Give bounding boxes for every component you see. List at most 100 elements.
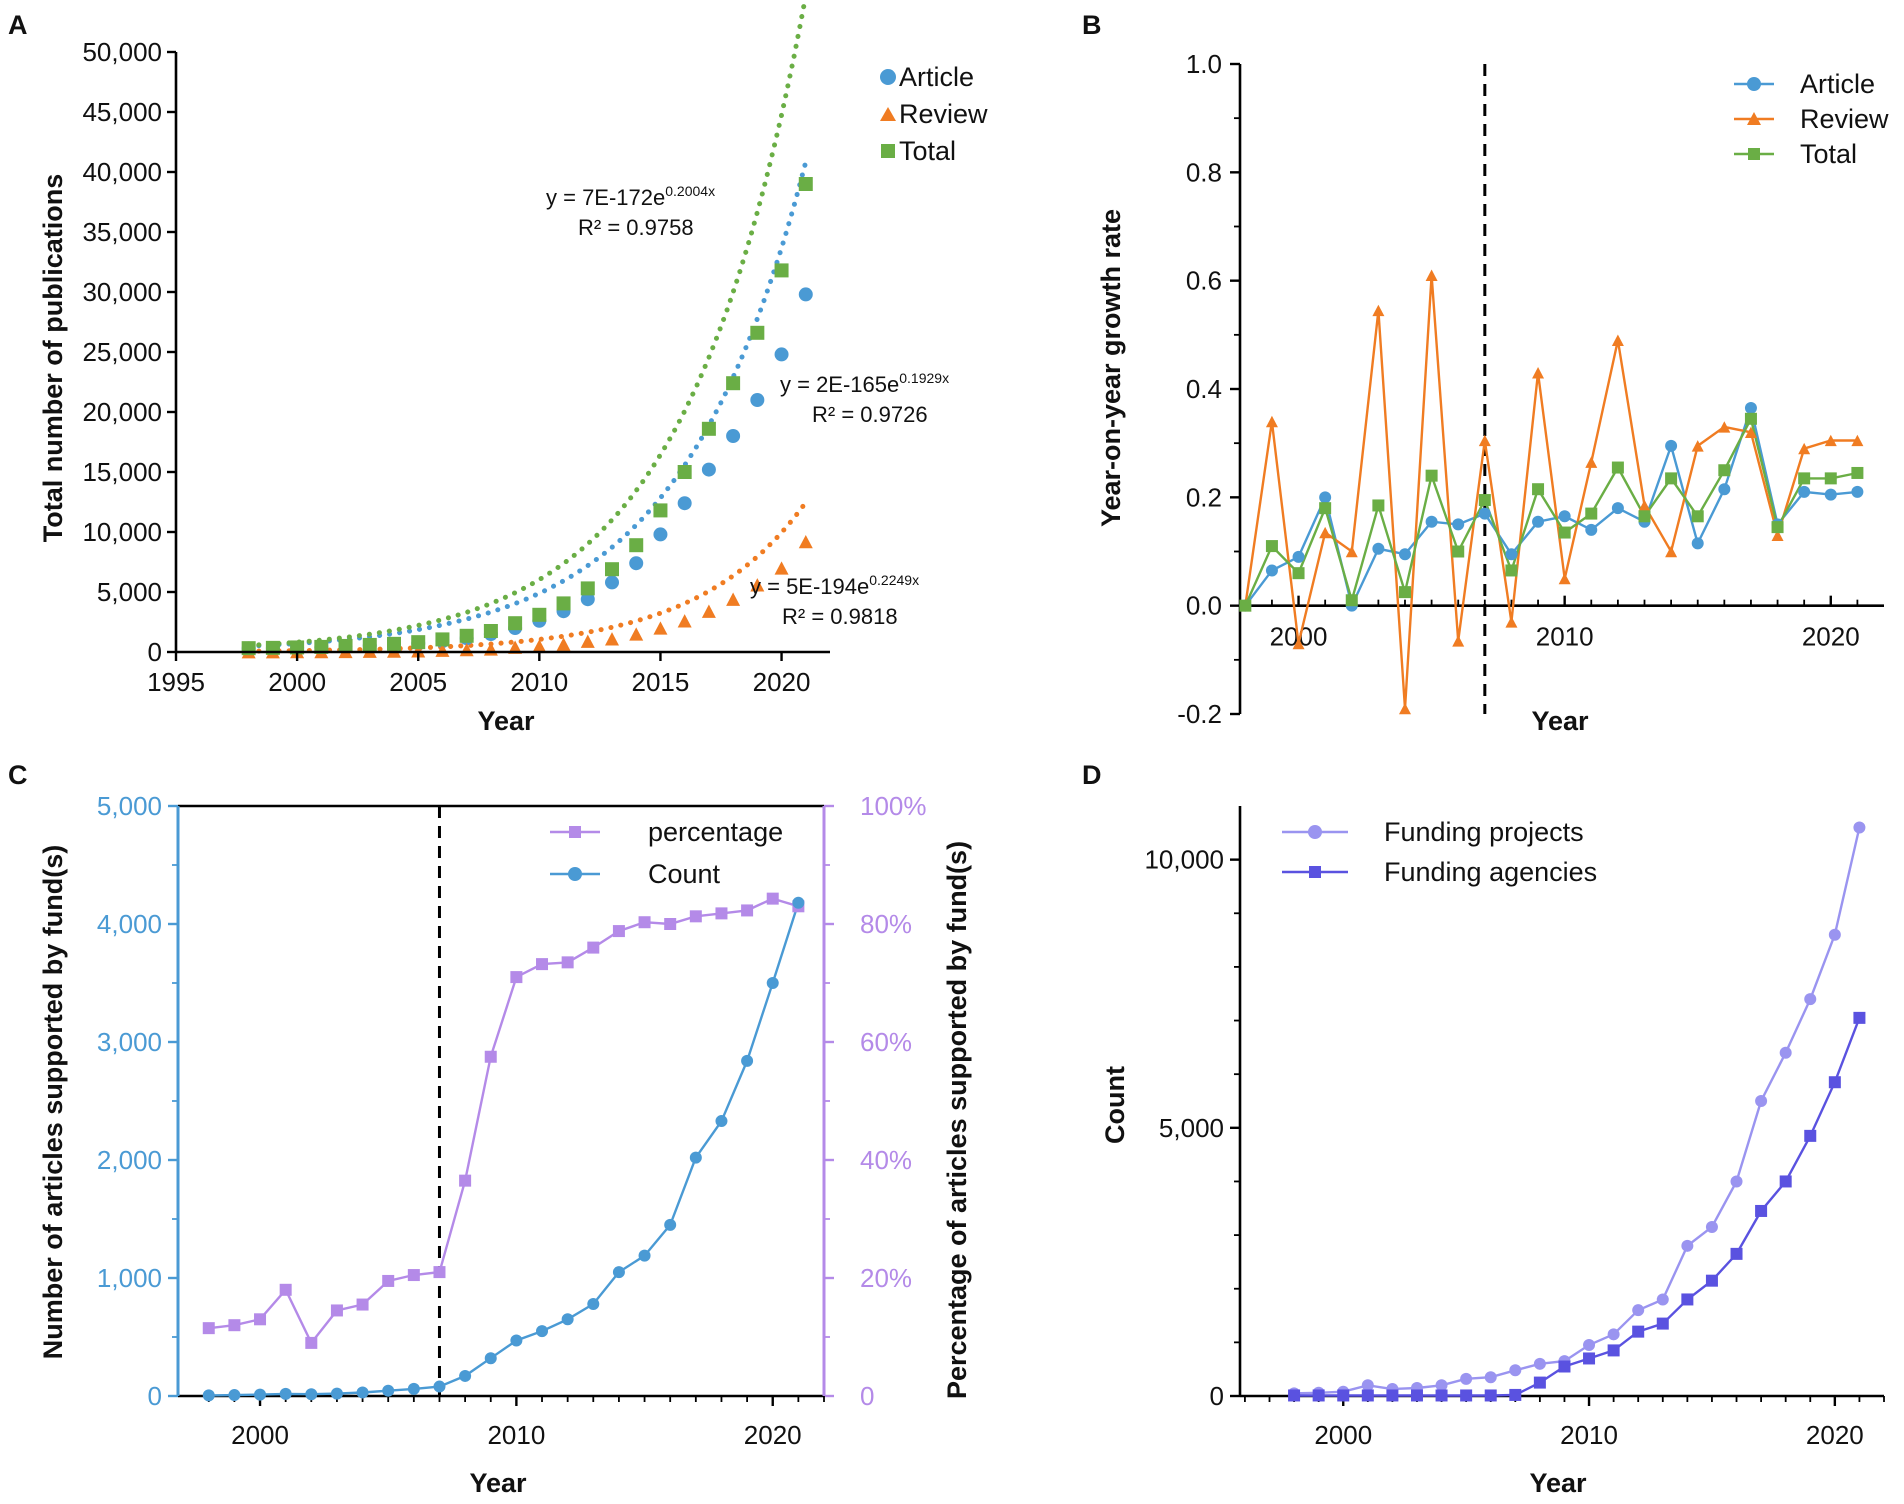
data-point-percentage — [715, 907, 728, 920]
data-point-article — [1558, 510, 1571, 523]
data-point-total — [1505, 564, 1518, 577]
trend-equation-article: y = 2E-165e0.1929x R² = 0.9726 — [780, 370, 949, 427]
data-point-total — [362, 637, 377, 652]
x-tick-label: 2020 — [753, 667, 811, 697]
data-point-total — [677, 465, 692, 479]
data-point-percentage — [561, 956, 574, 969]
y-tick-label: 0.8 — [1186, 157, 1222, 187]
data-point-count — [587, 1297, 600, 1310]
data-point-total — [1611, 461, 1624, 474]
series-line-article — [1244, 403, 1858, 610]
data-point-count — [459, 1369, 472, 1382]
data-point-funding-projects — [1656, 1293, 1669, 1306]
data-point-total — [629, 538, 644, 553]
data-point-count — [305, 1388, 318, 1401]
data-point-total — [1452, 545, 1465, 558]
panel-a-legend: Article Review Total — [880, 62, 988, 166]
legend-marker-count — [568, 867, 582, 881]
trend-r2-article: R² = 0.9726 — [812, 402, 928, 427]
data-point-review — [1771, 529, 1784, 541]
data-point-count — [536, 1325, 549, 1338]
legend-label-funding-agencies: Funding agencies — [1384, 857, 1597, 887]
data-point-total — [1638, 510, 1651, 523]
data-point-total — [387, 636, 401, 651]
data-point-funding-agencies — [1361, 1389, 1374, 1402]
data-point-funding-agencies — [1435, 1389, 1448, 1402]
y-tick-label: 20,000 — [82, 397, 162, 427]
data-point-review — [508, 640, 523, 654]
data-point-percentage — [382, 1274, 395, 1287]
data-point-article — [750, 393, 765, 407]
data-point-count — [715, 1115, 728, 1128]
panel-d-legend: Funding projects Funding agencies — [1282, 817, 1597, 887]
data-point-funding-agencies — [1558, 1360, 1571, 1373]
data-point-funding-agencies — [1828, 1076, 1841, 1089]
data-point-funding-agencies — [1705, 1274, 1718, 1287]
data-point-article — [1292, 550, 1305, 563]
legend-marker-funding-agencies — [1309, 866, 1321, 878]
y-tick-label: 2,000 — [97, 1145, 162, 1175]
x-tick-label: 2010 — [1536, 622, 1594, 652]
data-point-percentage — [536, 958, 549, 971]
panel-d-x-axis-title: Year — [1529, 1468, 1587, 1498]
data-point-funding-agencies — [1484, 1389, 1497, 1402]
data-point-total — [1265, 540, 1278, 553]
legend-marker-funding-projects — [1308, 825, 1322, 839]
data-point-count — [638, 1249, 651, 1262]
data-point-funding-agencies — [1656, 1317, 1669, 1330]
legend-marker-review — [880, 107, 896, 121]
panel-a-y-axis-title: Total number of publications — [38, 174, 68, 543]
trend-r2-total: R² = 0.9758 — [578, 215, 694, 240]
data-point-article — [1398, 548, 1411, 561]
data-point-total — [314, 639, 329, 654]
data-point-funding-projects — [1460, 1372, 1473, 1385]
series-line-total — [1244, 415, 1858, 607]
data-point-total — [605, 562, 619, 577]
data-point-total — [1292, 567, 1305, 580]
data-point-review — [1319, 526, 1332, 539]
legend-label-total: Total — [899, 136, 956, 166]
data-point-review — [1425, 269, 1438, 281]
data-point-funding-agencies — [1337, 1389, 1350, 1402]
data-point-percentage — [407, 1269, 420, 1282]
data-point-total — [459, 628, 474, 643]
data-point-review — [532, 639, 547, 653]
data-point-percentage — [587, 941, 600, 954]
panel-c-y-axis-title: Number of articles supported by fund(s) — [38, 845, 68, 1360]
y-tick-label: 0 — [1210, 1381, 1224, 1411]
legend-label-article: Article — [899, 62, 974, 92]
data-point-count — [510, 1334, 523, 1347]
data-point-total — [1798, 472, 1811, 485]
series-line-funding-projects — [1294, 827, 1861, 1395]
y2-tick-label: 60% — [860, 1027, 912, 1057]
y-tick-label: 5,000 — [1159, 1113, 1224, 1143]
data-point-funding-projects — [1853, 821, 1866, 834]
chart-panel-a: 0 5,000 10,000 15,000 20,000 25,000 30,000 35,0… — [38, 0, 988, 736]
x-tick-label: 2000 — [231, 1420, 289, 1450]
data-point-article — [677, 496, 692, 511]
data-point-review — [435, 643, 450, 657]
data-point-review — [1292, 637, 1305, 650]
data-point-funding-agencies — [1853, 1011, 1866, 1024]
data-point-funding-projects — [1361, 1379, 1374, 1392]
data-point-review — [1824, 434, 1837, 447]
legend-marker-article — [880, 69, 896, 85]
y-tick-label: -0.2 — [1177, 699, 1222, 729]
y-tick-label: 4,000 — [97, 909, 162, 939]
data-point-funding-agencies — [1632, 1325, 1645, 1338]
data-point-review — [726, 592, 741, 606]
data-point-review — [1585, 456, 1598, 468]
data-point-percentage — [484, 1050, 497, 1063]
data-point-funding-agencies — [1681, 1293, 1694, 1306]
y-tick-label: 25,000 — [82, 337, 162, 367]
data-point-total — [508, 616, 523, 631]
data-point-count — [741, 1054, 754, 1067]
legend-marker-total — [1748, 148, 1760, 160]
data-point-review — [774, 561, 789, 575]
data-point-count — [382, 1384, 395, 1397]
data-point-percentage — [433, 1266, 446, 1279]
data-point-article — [1798, 485, 1811, 498]
y2-tick-label: 0 — [860, 1381, 874, 1411]
data-point-funding-projects — [1632, 1304, 1645, 1317]
data-point-review — [1718, 421, 1731, 433]
